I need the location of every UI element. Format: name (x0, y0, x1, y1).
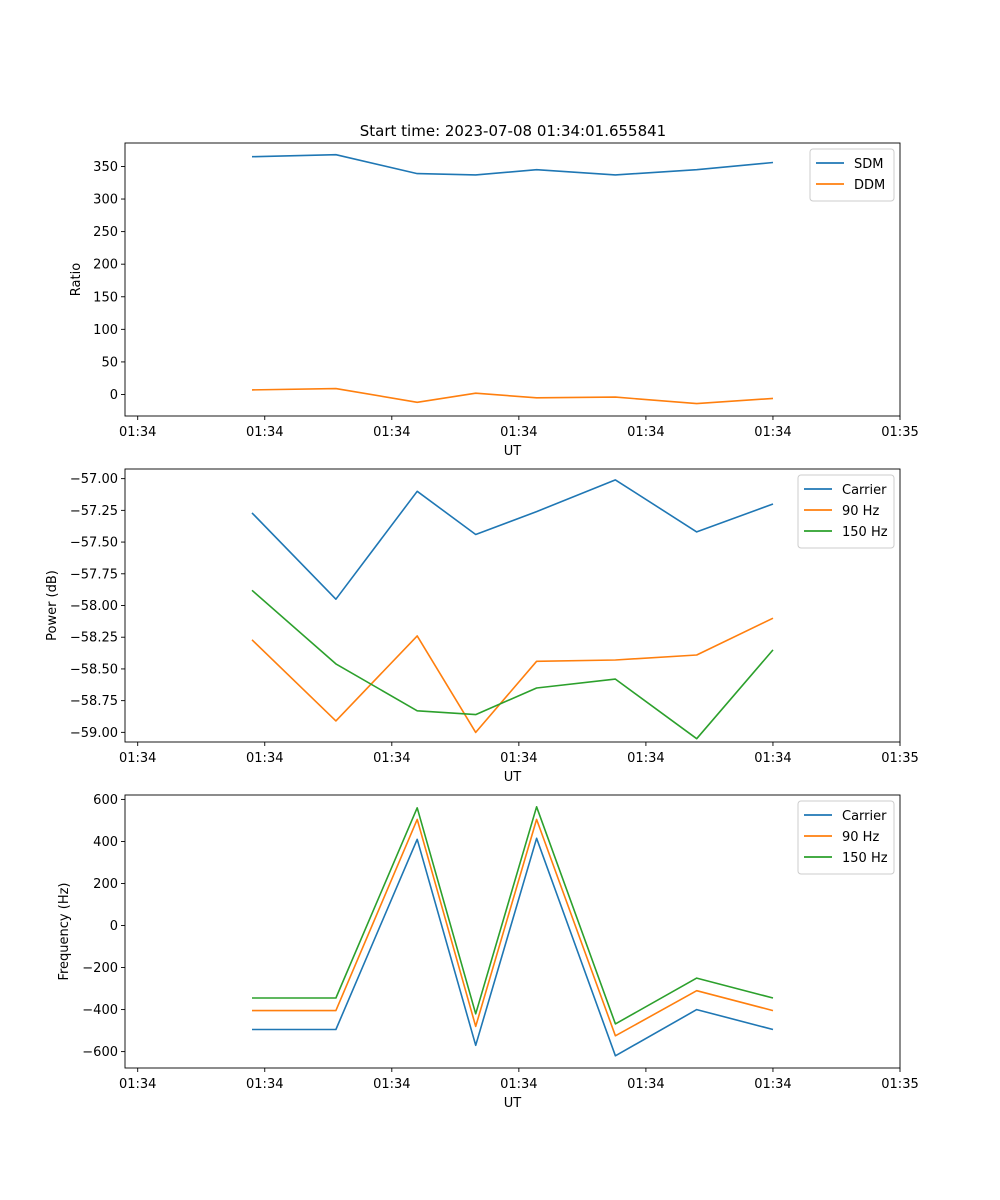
legend-label: 150 Hz (842, 851, 888, 866)
series-line-carrier (252, 837, 774, 1057)
y-tick-label: 0 (110, 919, 118, 934)
x-tick-label: 01:34 (119, 751, 156, 766)
x-tick-label: 01:34 (119, 425, 156, 440)
legend-frame (797, 800, 895, 875)
legend-label: Carrier (842, 809, 887, 824)
y-tick-label: 150 (93, 290, 118, 305)
y-tick-label: −57.75 (70, 567, 118, 582)
figure-title: Start time: 2023-07-08 01:34:01.655841 (360, 122, 666, 140)
y-tick-label: 250 (93, 225, 118, 240)
x-axis-label: UT (504, 1096, 522, 1111)
axes-frame (124, 142, 901, 417)
y-tick-label: −600 (82, 1045, 118, 1060)
x-tick-label: 01:34 (373, 425, 410, 440)
power-panel: 01:34 01:34 01:34 01:34 01:34 01:34 01:35 −59.0… (45, 468, 919, 785)
legend-label: SDM (854, 157, 883, 172)
legend-label: Carrier (842, 483, 887, 498)
x-tick-label: 01:34 (754, 1077, 791, 1092)
y-tick-label: −400 (82, 1003, 118, 1018)
y-tick-label: −57.00 (70, 472, 118, 487)
x-tick-label: 01:34 (500, 425, 537, 440)
y-tick-label: −58.75 (70, 694, 118, 709)
legend-label: DDM (854, 178, 885, 193)
y-tick-label: 100 (93, 323, 118, 338)
legend-label: 150 Hz (842, 525, 888, 540)
x-axis-label: UT (504, 444, 522, 459)
ratio-panel: 01:34 01:34 01:34 01:34 01:34 01:34 01:35 0 50 10… (69, 142, 919, 459)
y-axis-label: Power (dB) (45, 570, 60, 641)
x-tick-label: 01:35 (881, 751, 918, 766)
x-axis-label: UT (504, 770, 522, 785)
y-axis-label: Frequency (Hz) (57, 882, 72, 980)
y-tick-label: 200 (93, 877, 118, 892)
series-line-sdm (251, 153, 774, 176)
series-line-carrier (251, 479, 774, 601)
x-tick-label: 01:34 (246, 425, 283, 440)
legend-frame (809, 148, 895, 202)
y-tick-label: −58.00 (70, 599, 118, 614)
x-tick-label: 01:34 (500, 751, 537, 766)
x-tick-label: 01:34 (246, 1077, 283, 1092)
x-tick-label: 01:34 (246, 751, 283, 766)
x-tick-label: 01:34 (500, 1077, 537, 1092)
legend-frame (797, 474, 895, 549)
x-tick-label: 01:34 (754, 751, 791, 766)
x-tick-label: 01:34 (373, 1077, 410, 1092)
y-tick-label: −59.00 (70, 726, 118, 741)
x-tick-label: 01:34 (627, 1077, 664, 1092)
y-tick-label: 600 (93, 793, 118, 808)
series-line-150-hz (251, 589, 774, 740)
y-tick-label: −200 (82, 961, 118, 976)
y-tick-label: 50 (101, 355, 118, 370)
frequency-panel: 01:34 01:34 01:34 01:34 01:34 01:34 01:35 −600 −… (57, 793, 919, 1111)
y-tick-label: 200 (93, 258, 118, 273)
x-tick-label: 01:34 (754, 425, 791, 440)
series-line-90-hz (252, 818, 774, 1037)
series-line-90-hz (251, 617, 774, 734)
y-axis-label: Ratio (69, 263, 84, 296)
legend-label: 90 Hz (842, 830, 879, 845)
legend: Carrier 90 Hz 150 Hz (797, 800, 895, 875)
y-tick-label: 0 (110, 388, 118, 403)
y-tick-label: −58.25 (70, 631, 118, 646)
y-tick-label: 300 (93, 193, 118, 208)
series-line-150-hz (252, 805, 774, 1025)
legend: SDM DDM (809, 148, 895, 202)
x-tick-label: 01:34 (373, 751, 410, 766)
y-tick-label: −57.25 (70, 504, 118, 519)
legend-label: 90 Hz (842, 504, 879, 519)
y-tick-label: 350 (93, 160, 118, 175)
legend: Carrier 90 Hz 150 Hz (797, 474, 895, 549)
x-tick-label: 01:34 (627, 751, 664, 766)
x-tick-label: 01:34 (119, 1077, 156, 1092)
x-tick-label: 01:34 (627, 425, 664, 440)
y-tick-label: 400 (93, 835, 118, 850)
series-line-ddm (251, 387, 774, 405)
axes-frame (124, 468, 901, 743)
axes-frame (124, 794, 901, 1069)
x-tick-label: 01:35 (881, 425, 918, 440)
x-tick-label: 01:35 (881, 1077, 918, 1092)
y-tick-label: −58.50 (70, 662, 118, 677)
y-tick-label: −57.50 (70, 536, 118, 551)
